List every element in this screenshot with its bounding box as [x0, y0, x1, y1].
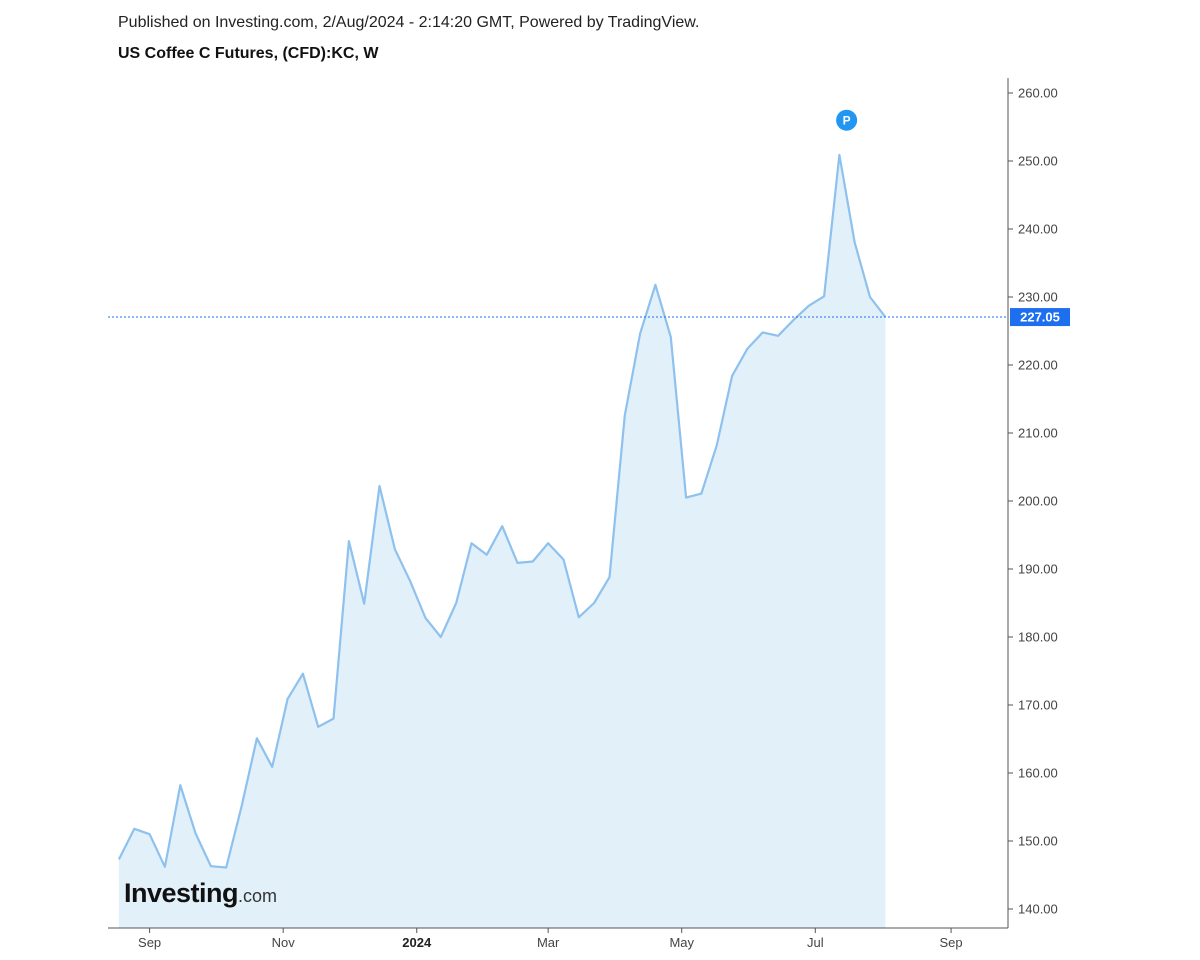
x-tick-label: Nov: [272, 935, 296, 950]
y-tick-label: 190.00: [1018, 562, 1058, 577]
published-caption: Published on Investing.com, 2/Aug/2024 -…: [118, 14, 700, 31]
investing-logo: Investing.com: [124, 878, 277, 909]
last-price-tag: 227.05: [1010, 308, 1070, 327]
y-tick-label: 220.00: [1018, 358, 1058, 373]
logo-text: Investing: [124, 878, 239, 908]
y-tick-label: 170.00: [1018, 698, 1058, 713]
last-price-tag-label: 227.05: [1020, 310, 1060, 325]
y-tick-label: 250.00: [1018, 154, 1058, 169]
logo-suffix: .com: [238, 886, 278, 906]
x-tick-label: Mar: [537, 935, 560, 950]
p-marker-label: P: [843, 114, 851, 128]
y-tick-label: 140.00: [1018, 902, 1058, 917]
x-tick-label: Sep: [138, 935, 161, 950]
x-tick-label: May: [669, 935, 694, 950]
y-tick-label: 210.00: [1018, 426, 1058, 441]
y-tick-label: 200.00: [1018, 494, 1058, 509]
x-tick-label: Jul: [807, 935, 824, 950]
y-tick-label: 160.00: [1018, 766, 1058, 781]
chart-title: US Coffee C Futures, (CFD):KC, W: [118, 45, 379, 62]
area-fill: [118, 154, 886, 928]
y-tick-label: 240.00: [1018, 222, 1058, 237]
y-tick-label: 260.00: [1018, 86, 1058, 101]
axes: 260.00 250.00 240.00 230.00 220.00 210.00 200.…: [108, 78, 1070, 950]
y-tick-label: 230.00: [1018, 290, 1058, 305]
x-tick-label: Sep: [939, 935, 962, 950]
y-tick-label: 180.00: [1018, 630, 1058, 645]
p-marker-icon: P: [836, 109, 858, 131]
last-price-tag-bg: [1010, 308, 1070, 327]
y-tick-label: 150.00: [1018, 834, 1058, 849]
x-tick-label: 2024: [402, 935, 432, 950]
p-marker-circle: [836, 109, 858, 131]
plot-area: P: [108, 109, 1008, 928]
